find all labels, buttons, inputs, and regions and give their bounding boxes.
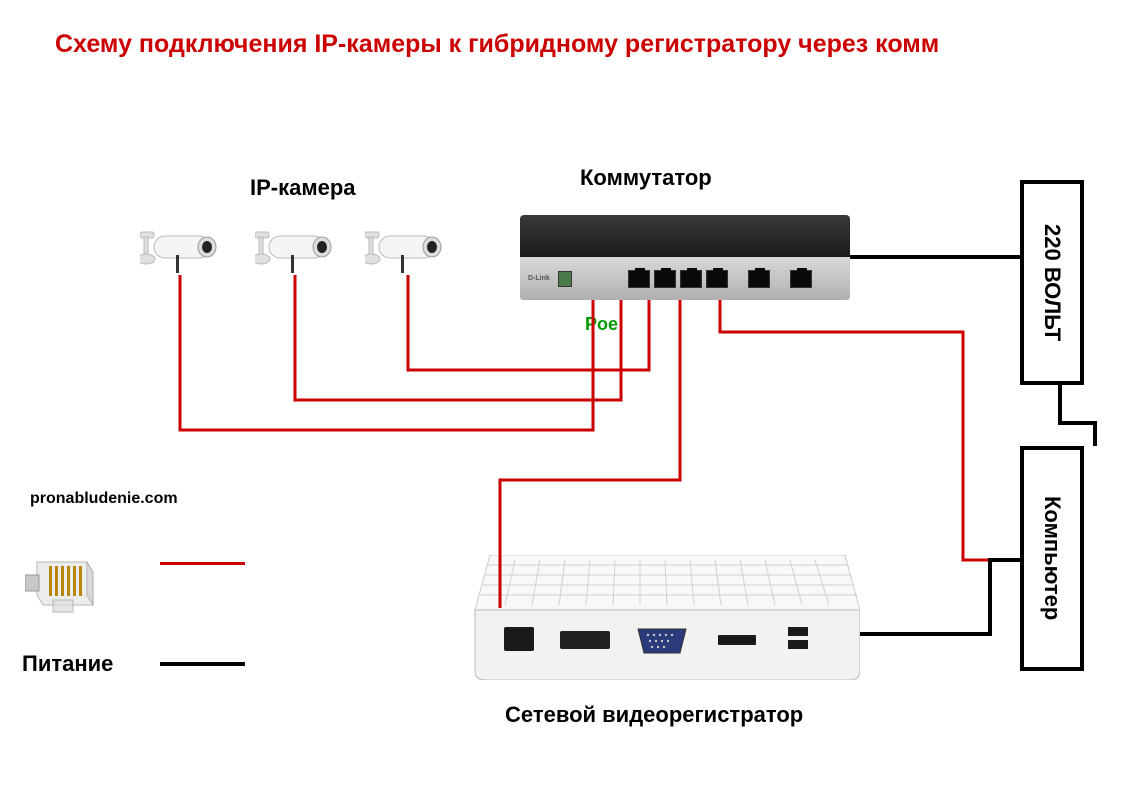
switch-front: D-Link bbox=[520, 257, 850, 300]
switch-device: D-Link bbox=[520, 215, 850, 300]
ip-camera-3 bbox=[365, 218, 455, 273]
nvr-label: Сетевой видеорегистратор bbox=[505, 702, 803, 728]
switch-port bbox=[706, 270, 728, 288]
camera-label: IP-камера bbox=[250, 175, 356, 201]
power-box-text: 220 ВОЛЬТ bbox=[1039, 224, 1065, 341]
switch-brand: D-Link bbox=[528, 275, 550, 282]
switch-port bbox=[680, 270, 702, 288]
switch-screen bbox=[558, 271, 572, 287]
diagram-title: Схему подключения IP-камеры к гибридному… bbox=[55, 30, 939, 59]
poe-label: Poe bbox=[585, 314, 618, 335]
computer-box: Компьютер bbox=[1020, 446, 1084, 671]
legend-red-line bbox=[160, 562, 245, 565]
switch-port bbox=[790, 270, 812, 288]
switch-ports bbox=[628, 270, 812, 288]
computer-box-text: Компьютер bbox=[1039, 496, 1065, 620]
switch-label: Коммутатор bbox=[580, 165, 712, 191]
switch-top bbox=[520, 215, 850, 257]
ip-camera-2 bbox=[255, 218, 345, 273]
power-box: 220 ВОЛЬТ bbox=[1020, 180, 1084, 385]
switch-port bbox=[654, 270, 676, 288]
rj45-connector bbox=[25, 550, 105, 615]
legend-power-label: Питание bbox=[22, 651, 113, 677]
switch-port bbox=[628, 270, 650, 288]
nvr-device bbox=[460, 555, 860, 680]
watermark-text: pronabludenie.com bbox=[30, 490, 178, 508]
ip-camera-1 bbox=[140, 218, 230, 273]
legend-black-line bbox=[160, 662, 245, 666]
switch-port bbox=[748, 270, 770, 288]
